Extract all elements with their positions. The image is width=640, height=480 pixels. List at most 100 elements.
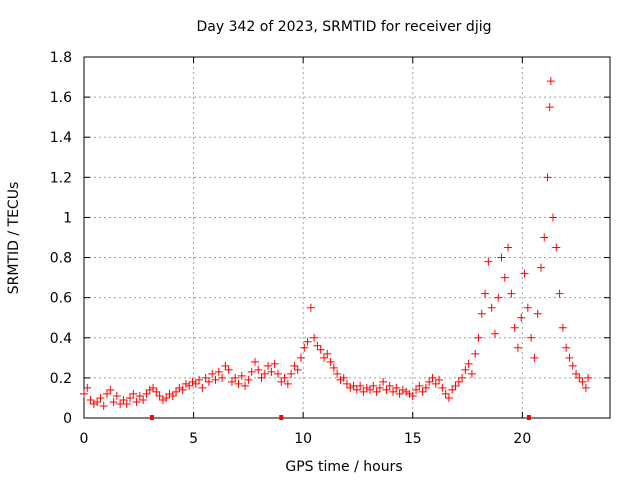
y-tick-label: 1.4 [50, 130, 72, 146]
x-tick-label: 15 [404, 431, 422, 447]
y-tick-label: 1.2 [50, 170, 72, 186]
data-point [438, 383, 447, 392]
data-point [412, 385, 421, 394]
data-point [428, 373, 437, 382]
data-point [132, 397, 141, 406]
data-point [356, 381, 365, 390]
data-point [126, 393, 135, 402]
y-tick-label: 1.6 [50, 90, 72, 106]
data-point [418, 387, 427, 396]
y-tick-label: 1 [63, 210, 72, 226]
data-point [490, 329, 499, 338]
data-point [198, 383, 207, 392]
data-point [477, 309, 486, 318]
data-point [234, 379, 243, 388]
data-point [425, 377, 434, 386]
data-point [392, 383, 401, 392]
data-point [191, 379, 200, 388]
data-point [270, 359, 279, 368]
data-point [408, 391, 417, 400]
data-point [293, 365, 302, 374]
data-point [402, 387, 411, 396]
data-point [283, 379, 292, 388]
data-point [306, 303, 315, 312]
data-point [135, 391, 144, 400]
data-point [346, 383, 355, 392]
data-point [421, 383, 430, 392]
data-point [500, 273, 509, 282]
y-tick-label: 0.2 [50, 371, 72, 387]
y-axis-label: SRMTID / TECUs [6, 182, 22, 295]
data-point [369, 381, 378, 390]
data-point [562, 343, 571, 352]
data-point [208, 369, 217, 378]
data-point [441, 389, 450, 398]
data-point [568, 361, 577, 370]
data-point [185, 381, 194, 390]
data-point [454, 377, 463, 386]
data-point [296, 353, 305, 362]
data-point [257, 373, 266, 382]
data-point [221, 361, 230, 370]
data-point [435, 375, 444, 384]
data-point [264, 361, 273, 370]
data-point [565, 353, 574, 362]
data-point [106, 385, 115, 394]
data-point [467, 369, 476, 378]
data-point [343, 379, 351, 388]
data-point [273, 369, 282, 378]
data-point [181, 379, 190, 388]
data-point [575, 373, 584, 382]
x-tick-label: 0 [80, 431, 89, 447]
data-point [487, 303, 496, 312]
data-point [211, 375, 220, 384]
data-point [129, 389, 138, 398]
data-point [96, 393, 105, 402]
data-point [277, 377, 286, 386]
data-point [86, 395, 95, 404]
data-point [158, 395, 167, 404]
data-point [201, 373, 210, 382]
data-point [458, 373, 467, 382]
data-point [142, 389, 151, 398]
data-point [549, 213, 558, 222]
data-point [139, 395, 148, 404]
data-point [395, 389, 404, 398]
data-point [172, 387, 181, 396]
data-point [379, 377, 388, 386]
data-point [250, 357, 259, 366]
y-tick-label: 1.8 [50, 50, 72, 66]
data-point [372, 387, 381, 396]
data-point [552, 243, 561, 252]
data-point [224, 365, 233, 374]
data-point [227, 377, 236, 386]
data-point [237, 371, 246, 380]
axis-ticks [83, 56, 610, 419]
data-point [290, 361, 299, 370]
y-tick-label: 0.4 [50, 331, 72, 347]
data-point [507, 289, 516, 298]
data-point [385, 381, 394, 390]
gap-marker [279, 415, 284, 420]
data-point [89, 399, 98, 408]
data-point [444, 393, 453, 402]
data-point [83, 383, 92, 392]
grid-lines [84, 57, 610, 418]
x-tick-label: 10 [294, 431, 312, 447]
data-point [545, 103, 554, 112]
data-point [316, 345, 325, 354]
y-tick-labels: 0 0.2 0.4 0.6 0.8 1 1.2 1.4 1.6 1.8 [50, 50, 72, 427]
data-point [494, 293, 503, 302]
data-point [484, 257, 493, 266]
data-point [319, 353, 328, 362]
data-point [540, 233, 549, 242]
data-point [336, 375, 345, 384]
data-point [280, 373, 289, 382]
data-point [260, 369, 269, 378]
data-point [175, 383, 184, 392]
data-point [474, 333, 483, 342]
data-point [244, 375, 253, 384]
data-point [555, 289, 564, 298]
data-point [195, 375, 204, 384]
x-tick-label: 20 [513, 431, 531, 447]
